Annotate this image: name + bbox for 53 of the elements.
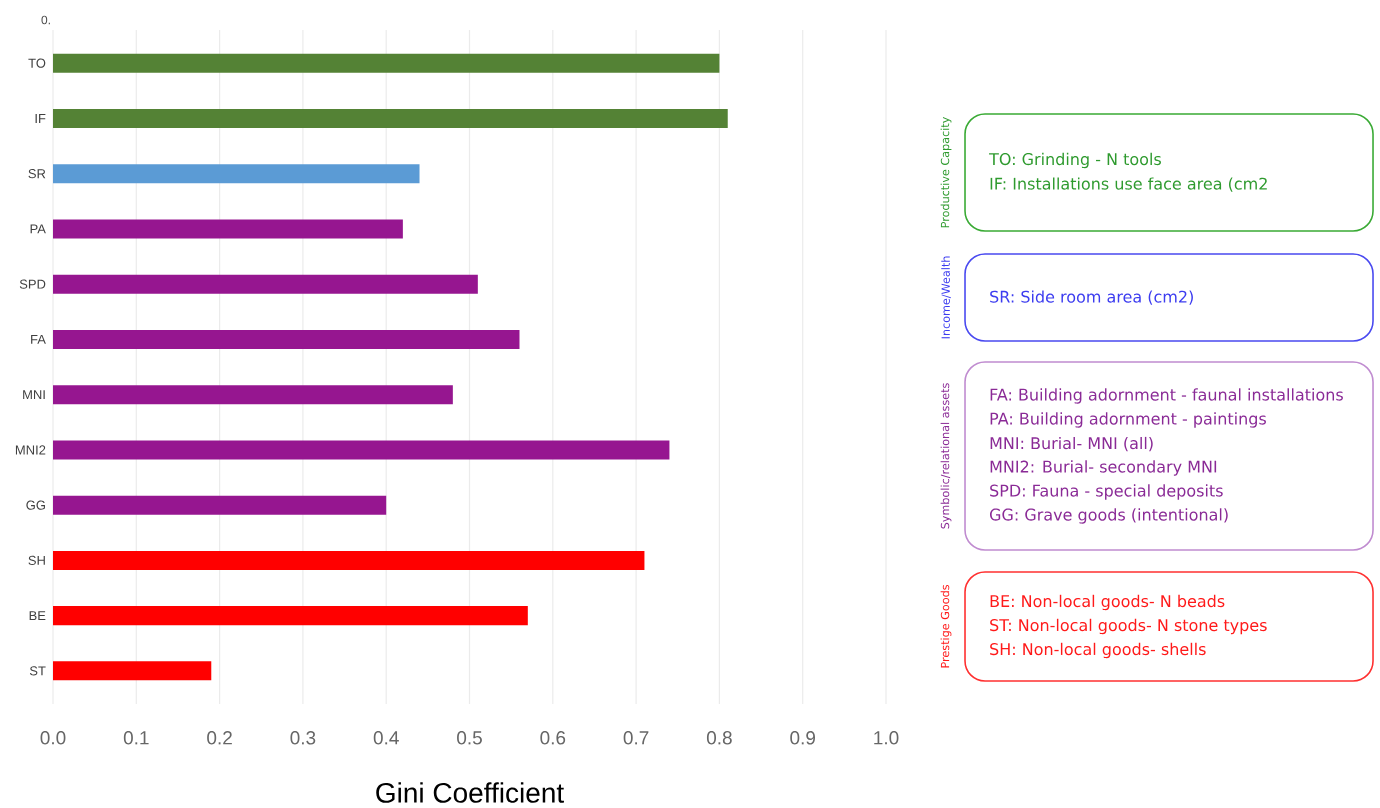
text: BE: Non-local goods- N beads: [990, 594, 1225, 611]
text: PA: Building adornment - paintings: [990, 412, 1266, 428]
y-tick-label: MNI: [23, 390, 45, 400]
x-tick-label: 0.5: [457, 731, 482, 745]
y-tick-label: SH: [28, 555, 45, 565]
bar: [53, 164, 420, 184]
bar: [53, 495, 387, 515]
text: SH: Non-local goods- shells: [990, 642, 1206, 659]
text: SPD: Fauna - special deposits: [990, 484, 1223, 500]
bar: [53, 274, 478, 294]
y-tick-label: MNI2: [15, 445, 46, 455]
bar: [53, 661, 212, 681]
x-tick-label: 0.9: [790, 731, 816, 745]
text: ST: Non-local goods- N stone types: [990, 618, 1267, 635]
text: Symbolic/relational assets: [940, 383, 952, 529]
bar: [53, 219, 403, 239]
y-tick-label: SPD: [19, 279, 46, 289]
x-tick-label: 0.2: [207, 731, 232, 745]
bar: [53, 550, 645, 570]
x-tick-label: 0.1: [123, 731, 149, 745]
text: FA: Building adornment - faunal installations: [990, 388, 1343, 404]
text: SR: Side room area (cm2): [990, 290, 1193, 305]
bar: [53, 108, 728, 128]
text: GG: Grave goods (intentional): [989, 508, 1228, 524]
text: MNI: Burial- MNI (all): [990, 436, 1153, 452]
y-tick-label: SR: [28, 169, 46, 179]
y-tick-label: FA: [31, 334, 46, 344]
text: MNI2: Burial- secondary MNI: [990, 460, 1217, 476]
x-tick-label: 0.6: [540, 731, 566, 745]
bar: [53, 329, 520, 349]
y-tick-label: BE: [29, 611, 46, 621]
y-tick-label: ST: [29, 666, 46, 676]
text: 0.: [41, 15, 50, 25]
x-tick-label: 0.0: [40, 731, 66, 745]
text: Prestige Goods: [940, 585, 952, 668]
y-tick-label: GG: [26, 500, 45, 510]
bar: [53, 53, 720, 73]
bar: [53, 440, 670, 460]
y-tick-label: IF: [35, 113, 46, 123]
text: Productive Capacity: [940, 116, 952, 228]
x-tick-label: 0.3: [290, 731, 316, 745]
y-tick-label: PA: [30, 224, 46, 234]
text: TO: Grinding - N tools: [989, 152, 1161, 169]
text: IF: Installations use face area (cm2: [990, 177, 1267, 192]
x-axis-title: Gini Coefficient: [376, 782, 564, 803]
bar: [53, 385, 453, 405]
bar: [53, 606, 528, 626]
x-tick-label: 0.4: [373, 731, 399, 745]
x-tick-label: 1.0: [874, 731, 899, 745]
x-tick-label: 0.8: [706, 731, 732, 745]
x-tick-label: 0.7: [623, 731, 649, 745]
y-tick-label: TO: [28, 58, 46, 68]
text: Income/Wealth: [941, 256, 951, 339]
